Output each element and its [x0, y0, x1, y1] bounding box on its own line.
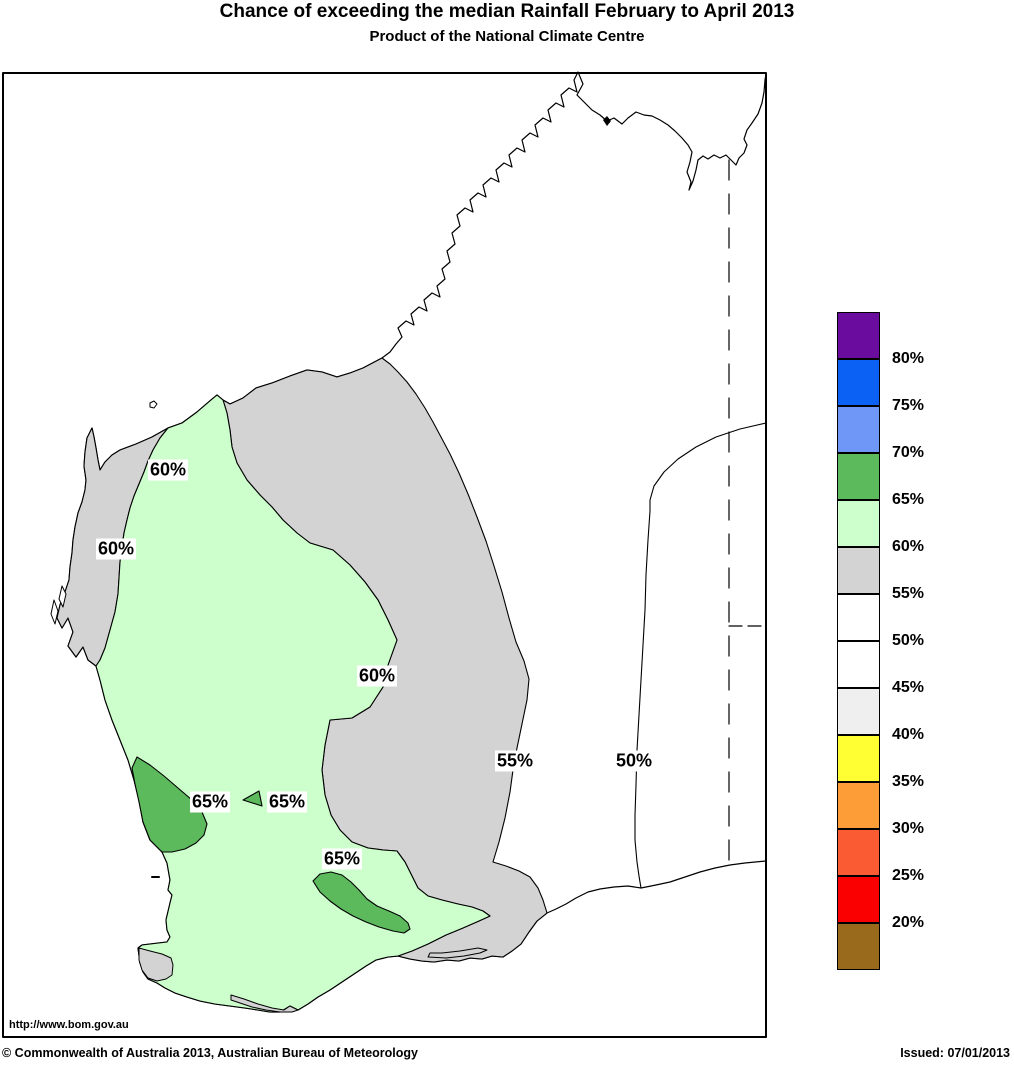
contour-label: 60%	[147, 459, 189, 481]
legend-label: 25%	[892, 867, 925, 884]
legend-color-block	[837, 876, 880, 923]
legend-color-block	[837, 547, 880, 594]
map-frame	[2, 72, 767, 1038]
legend-color-block	[837, 453, 880, 500]
issued-date: Issued: 07/01/2013	[900, 1046, 1010, 1060]
legend-label: 35%	[892, 773, 925, 790]
legend-label: 30%	[892, 820, 925, 837]
legend-color-block	[837, 782, 880, 829]
region-65-70-small-triangle	[242, 790, 263, 807]
region-55-60-cape-patch	[138, 947, 174, 982]
contour-label: 50%	[613, 750, 655, 772]
island-northwest	[149, 400, 158, 409]
region-60-65	[95, 394, 491, 1013]
legend-label: 55%	[892, 585, 925, 602]
legend-label: 70%	[892, 444, 925, 461]
bom-url-text: http://www.bom.gov.au	[9, 1019, 129, 1031]
region-65-70-west-blob	[131, 756, 208, 853]
contour-label: 55%	[494, 750, 536, 772]
page-title: Chance of exceeding the median Rainfall …	[219, 1, 795, 22]
legend-color-block	[837, 641, 880, 688]
probability-legend: 80% 75% 70% 65% 60% 55% 50% 45% 40% 35% 30% 25% 20%	[837, 312, 1014, 972]
contour-label: 60%	[356, 665, 398, 687]
legend-label: 20%	[892, 914, 925, 931]
contour-label: 65%	[189, 791, 231, 813]
contour-label: 60%	[95, 538, 137, 560]
copyright-text: © Commonwealth of Australia 2013, Austra…	[2, 1046, 418, 1060]
legend-label: 65%	[892, 491, 925, 508]
legend-color-block	[837, 500, 880, 547]
contour-label: 65%	[321, 848, 363, 870]
legend-color-block	[837, 312, 880, 359]
legend-color-block	[837, 406, 880, 453]
region-65-70-southeast-blob	[312, 871, 411, 934]
legend-label: 40%	[892, 726, 925, 743]
legend-color-block	[837, 735, 880, 782]
contour-label: 65%	[266, 791, 308, 813]
legend-color-block	[837, 829, 880, 876]
legend-label: 60%	[892, 538, 925, 555]
legend-color-block	[837, 688, 880, 735]
legend-color-block	[837, 359, 880, 406]
legend-label: 75%	[892, 397, 925, 414]
region-55-60-esperance-sliver	[427, 947, 488, 959]
contour-50-line	[634, 422, 767, 889]
legend-color-block	[837, 923, 880, 970]
region-55-60-albany-strip	[230, 994, 299, 1013]
legend-label: 50%	[892, 632, 925, 649]
legend-color-block	[837, 594, 880, 641]
legend-label: 80%	[892, 350, 925, 367]
island-shark-bay-1	[50, 599, 59, 625]
legend-label: 45%	[892, 679, 925, 696]
page-subtitle: Product of the National Climate Centre	[369, 28, 645, 45]
islet-kimberley	[603, 116, 611, 126]
island-shark-bay-2	[58, 585, 67, 608]
